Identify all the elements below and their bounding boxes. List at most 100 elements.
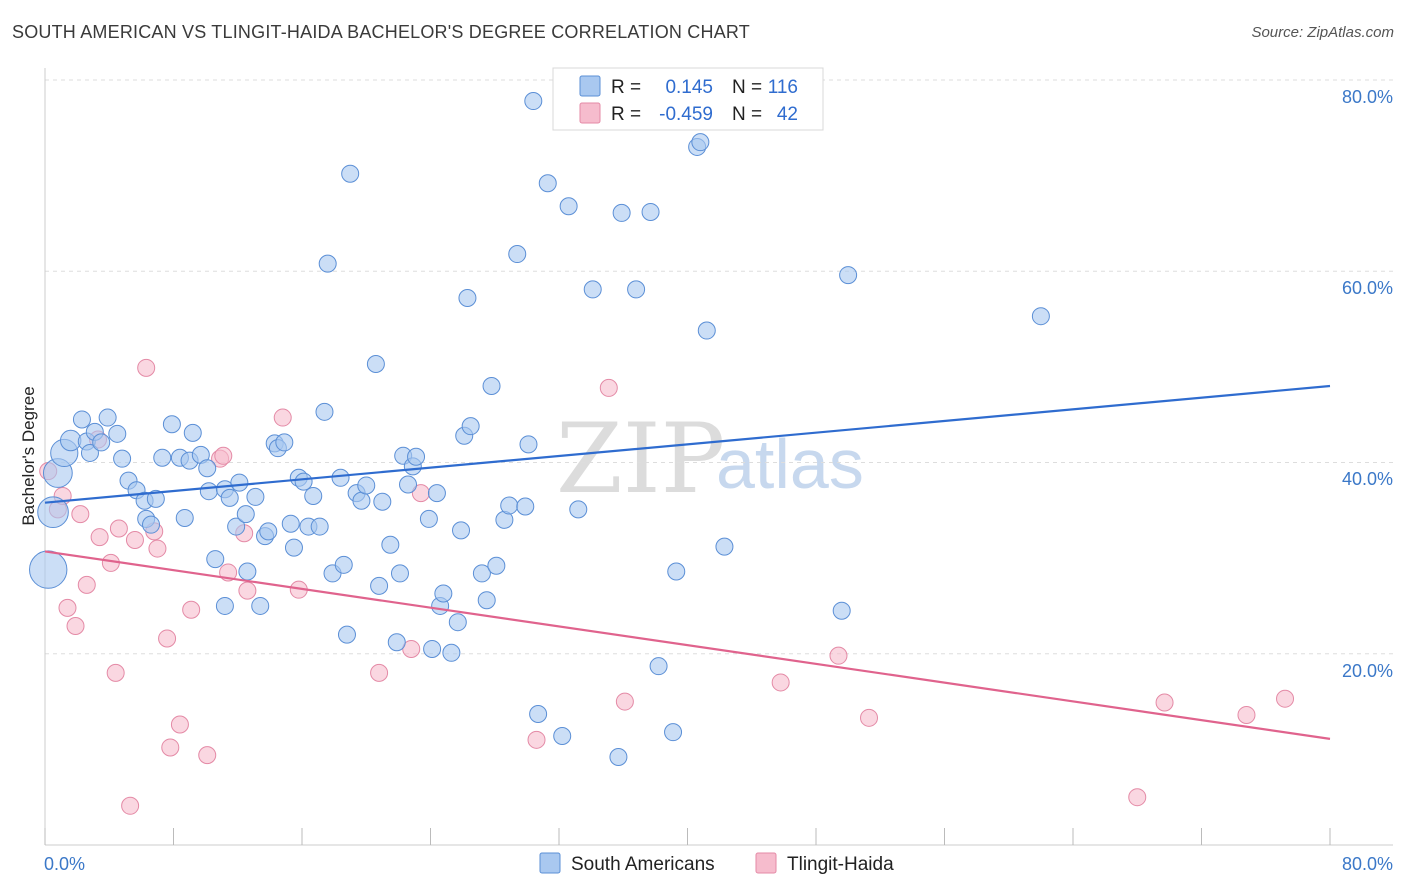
- south-americans-point: [519, 435, 538, 454]
- tlingit-haida-point: [370, 663, 389, 682]
- south-americans-point: [238, 562, 257, 581]
- south-americans-point: [609, 748, 628, 767]
- tlingit-haida-point: [161, 738, 180, 757]
- legend-r-value-1: 0.145: [665, 77, 713, 98]
- tlingit-haida-point: [198, 746, 217, 765]
- south-americans-point: [318, 254, 337, 273]
- south-americans-point: [146, 489, 165, 508]
- watermark-zip: ZIP: [556, 403, 725, 515]
- south-americans-point: [664, 723, 683, 742]
- series-legend-tlingit-haida: Tlingit-Haida: [787, 854, 894, 875]
- y-tick-label-80: 80.0%: [1342, 87, 1393, 107]
- south-americans-point: [366, 355, 385, 374]
- legend-r-value-2: -0.459: [659, 104, 713, 125]
- south-americans-point: [206, 550, 225, 569]
- south-americans-point: [281, 514, 300, 533]
- south-americans-point: [1031, 307, 1050, 326]
- y-axis-title: Bachelor's Degree: [19, 386, 38, 525]
- south-americans-point: [153, 448, 172, 467]
- south-americans-point: [98, 408, 117, 427]
- tlingit-haida-point: [58, 598, 77, 617]
- south-americans-point: [448, 613, 467, 632]
- south-americans-point: [352, 491, 371, 510]
- south-americans-point: [337, 625, 356, 644]
- series-legend-swatch-tlingit-haida: [755, 852, 777, 874]
- south-americans-point: [198, 459, 217, 478]
- y-tick-label-20: 20.0%: [1342, 661, 1393, 681]
- tlingit-haida-point: [125, 530, 144, 549]
- tlingit-haida-point: [66, 617, 85, 636]
- south-americans-point: [832, 601, 851, 620]
- south-americans-point: [236, 505, 255, 524]
- south-americans-point: [407, 447, 426, 466]
- tlingit-haida-point: [109, 519, 128, 538]
- south-americans-point: [559, 197, 578, 216]
- south-americans-point: [304, 486, 323, 505]
- series-legend-south-americans: South Americans: [571, 854, 715, 875]
- legend-r-label-2: R =: [611, 104, 641, 125]
- south-americans-point: [334, 555, 353, 574]
- series-legend: South Americans Tlingit-Haida: [539, 852, 894, 875]
- south-americans-point: [370, 576, 389, 595]
- south-americans-point: [341, 164, 360, 183]
- watermark-atlas: atlas: [716, 425, 864, 503]
- tlingit-haida-point: [137, 358, 156, 377]
- south-americans-point: [199, 482, 218, 501]
- y-tick-label-60: 60.0%: [1342, 278, 1393, 298]
- tlingit-haida-point: [829, 646, 848, 665]
- y-tick-label-40: 40.0%: [1342, 469, 1393, 489]
- south-americans-point: [72, 410, 91, 429]
- south-americans-point: [381, 535, 400, 554]
- legend-swatch-pink: [579, 102, 601, 124]
- south-americans-point: [458, 289, 477, 308]
- south-americans-point: [373, 492, 392, 511]
- tlingit-haida-point: [170, 715, 189, 734]
- south-americans-point: [294, 472, 313, 491]
- trend-line-south-americans: [44, 384, 1331, 504]
- south-americans-point: [310, 517, 329, 536]
- south-americans-point: [108, 424, 127, 443]
- south-americans-point: [251, 596, 270, 615]
- south-americans-point: [839, 266, 858, 285]
- legend-swatch-blue: [579, 75, 601, 97]
- south-americans-point: [37, 496, 69, 529]
- tlingit-haida-point: [1237, 705, 1256, 724]
- x-tick-label-max: 80.0%: [1342, 854, 1393, 874]
- x-tick-label-min: 0.0%: [44, 854, 85, 874]
- south-americans-point: [390, 564, 409, 583]
- legend-r-label-1: R =: [611, 77, 641, 98]
- south-americans-point: [667, 562, 686, 581]
- tlingit-haida-point: [527, 730, 546, 749]
- south-americans-point: [92, 433, 111, 452]
- chart-title: SOUTH AMERICAN VS TLINGIT-HAIDA BACHELOR…: [12, 22, 750, 42]
- south-americans-point: [472, 564, 491, 583]
- south-americans-point: [162, 415, 181, 434]
- south-americans-point: [583, 280, 602, 299]
- data-points: [29, 92, 1295, 815]
- south-americans-point: [500, 496, 519, 515]
- south-americans-point: [227, 517, 246, 536]
- south-americans-point: [259, 522, 278, 541]
- series-legend-swatch-south-americans: [539, 852, 561, 874]
- legend-n-value-1: 116: [768, 77, 798, 98]
- tlingit-haida-point: [214, 446, 233, 465]
- south-americans-point: [230, 473, 249, 492]
- gridlines: [45, 79, 1393, 655]
- tlingit-haida-point: [121, 796, 140, 815]
- tlingit-haida-point: [1155, 693, 1174, 712]
- tlingit-haida-point: [273, 408, 292, 427]
- south-americans-point: [649, 657, 668, 676]
- axes: [44, 68, 1393, 846]
- south-americans-point: [516, 497, 535, 516]
- south-americans-point: [697, 321, 716, 340]
- tlingit-haida-point: [71, 505, 90, 524]
- legend-n-label-1: N =: [732, 77, 762, 98]
- south-americans-point: [399, 475, 418, 494]
- south-americans-point: [627, 280, 646, 299]
- south-americans-point: [357, 476, 376, 495]
- tlingit-haida-point: [615, 692, 634, 711]
- tlingit-haida-point: [1276, 689, 1295, 708]
- south-americans-point: [284, 538, 303, 557]
- south-americans-point: [508, 245, 527, 264]
